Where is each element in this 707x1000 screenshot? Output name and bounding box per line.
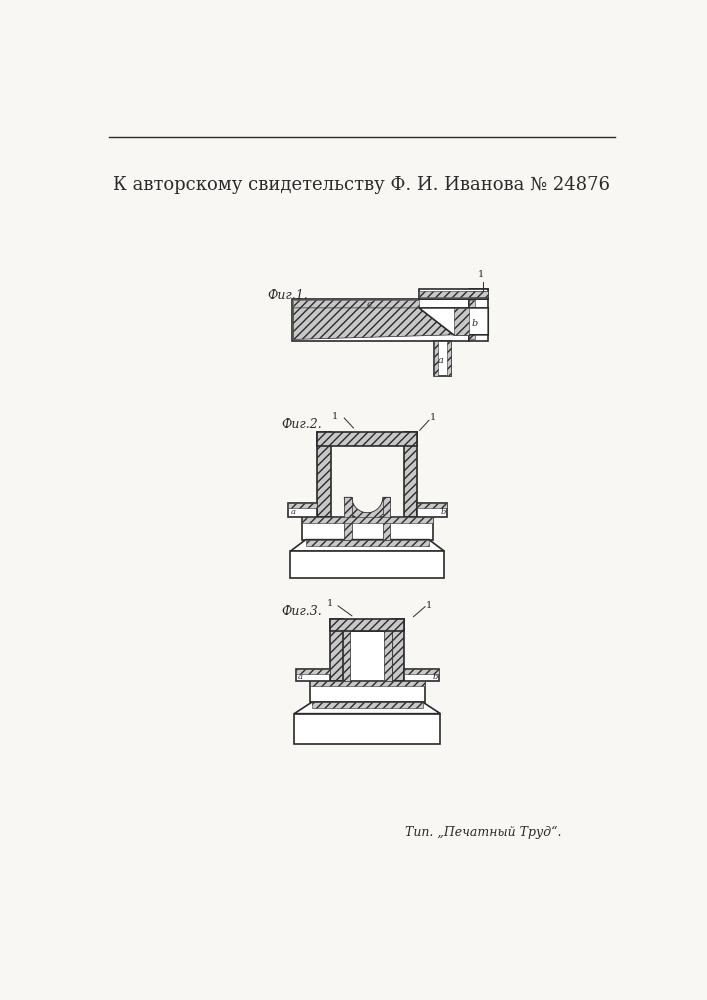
Text: Фиг.2.: Фиг.2. [281, 418, 322, 431]
Bar [404, 432, 417, 517]
Text: b: b [472, 319, 478, 328]
Polygon shape [417, 503, 447, 508]
Bar [302, 517, 433, 540]
Bar [385, 631, 392, 681]
Bar [292, 299, 469, 341]
Text: b: b [433, 673, 438, 681]
Bar [382, 497, 390, 540]
Text: 1: 1 [477, 270, 484, 279]
Polygon shape [291, 540, 444, 551]
Bar [294, 714, 440, 744]
Text: a: a [291, 508, 296, 516]
Text: 1: 1 [430, 413, 436, 422]
Text: b: b [440, 508, 446, 516]
Text: 1: 1 [327, 599, 334, 608]
Bar [434, 341, 451, 376]
Text: Тип. „Печатный Труд“.: Тип. „Печатный Труд“. [404, 826, 561, 839]
Polygon shape [469, 300, 475, 339]
Bar [469, 299, 489, 341]
Polygon shape [434, 341, 438, 376]
Text: a: a [438, 356, 443, 365]
Polygon shape [288, 503, 317, 508]
Polygon shape [296, 669, 330, 674]
Polygon shape [404, 669, 439, 674]
Text: 1: 1 [332, 412, 338, 421]
Bar [392, 619, 404, 681]
Polygon shape [448, 341, 451, 376]
Bar [296, 669, 330, 681]
Bar [469, 289, 489, 299]
Polygon shape [293, 300, 419, 308]
Bar [419, 289, 489, 299]
Bar [343, 631, 392, 681]
Polygon shape [469, 291, 489, 297]
Text: К авторскому свидетельству Ф. И. Иванова № 24876: К авторскому свидетельству Ф. И. Иванова… [113, 176, 610, 194]
Bar [317, 432, 331, 517]
Bar [344, 497, 352, 540]
Bar [288, 503, 317, 517]
Polygon shape [310, 681, 425, 686]
Bar [330, 619, 343, 681]
Polygon shape [419, 308, 489, 335]
Polygon shape [293, 308, 454, 339]
Bar [310, 681, 425, 702]
Bar [417, 503, 447, 517]
Polygon shape [454, 308, 469, 335]
Polygon shape [419, 291, 489, 297]
Bar [343, 631, 351, 681]
Bar [404, 669, 439, 681]
Polygon shape [305, 540, 429, 546]
Text: Фиг.1.: Фиг.1. [267, 289, 308, 302]
Bar [291, 551, 444, 578]
Bar [330, 619, 404, 631]
Polygon shape [312, 702, 423, 708]
Text: Фиг.3.: Фиг.3. [281, 605, 322, 618]
Polygon shape [302, 517, 433, 523]
Text: a: a [298, 673, 303, 681]
Text: 1: 1 [426, 601, 432, 610]
Bar [317, 432, 417, 446]
Text: c: c [366, 300, 372, 309]
Polygon shape [294, 702, 440, 714]
Polygon shape [344, 497, 390, 520]
